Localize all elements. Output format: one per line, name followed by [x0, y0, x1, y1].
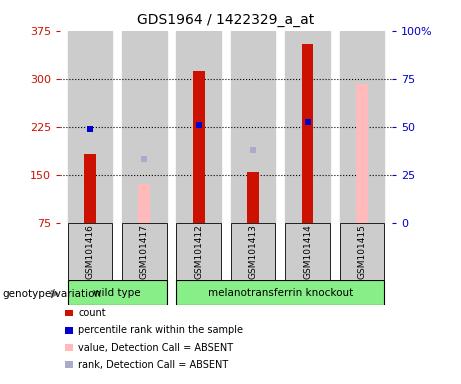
Text: count: count	[78, 308, 106, 318]
Text: genotype/variation: genotype/variation	[2, 289, 101, 299]
Bar	[68, 280, 166, 305]
Bar	[301, 43, 313, 223]
Title: GDS1964 / 1422329_a_at: GDS1964 / 1422329_a_at	[137, 13, 314, 27]
Bar	[285, 31, 330, 223]
Bar	[356, 84, 368, 223]
Text: GSM101416: GSM101416	[85, 224, 95, 279]
Bar	[122, 31, 166, 223]
Bar	[193, 71, 205, 223]
Bar	[138, 184, 150, 223]
Bar	[177, 280, 384, 305]
Text: GSM101413: GSM101413	[248, 224, 258, 279]
Text: GSM101417: GSM101417	[140, 224, 149, 279]
Bar	[231, 31, 275, 223]
Text: rank, Detection Call = ABSENT: rank, Detection Call = ABSENT	[78, 360, 229, 370]
Bar	[340, 31, 384, 223]
Bar	[68, 223, 112, 280]
Bar	[231, 223, 275, 280]
Bar	[122, 223, 166, 280]
Text: GSM101412: GSM101412	[194, 224, 203, 279]
Bar	[177, 223, 221, 280]
Text: wild type: wild type	[93, 288, 141, 298]
Text: percentile rank within the sample: percentile rank within the sample	[78, 325, 243, 335]
Text: melanotransferrin knockout: melanotransferrin knockout	[207, 288, 353, 298]
Bar	[247, 172, 259, 223]
Bar	[84, 154, 96, 223]
Bar	[285, 223, 330, 280]
Text: GSM101415: GSM101415	[357, 224, 366, 279]
Bar	[177, 31, 221, 223]
Bar	[68, 31, 112, 223]
Bar	[340, 223, 384, 280]
Text: value, Detection Call = ABSENT: value, Detection Call = ABSENT	[78, 343, 233, 353]
Text: GSM101414: GSM101414	[303, 224, 312, 279]
